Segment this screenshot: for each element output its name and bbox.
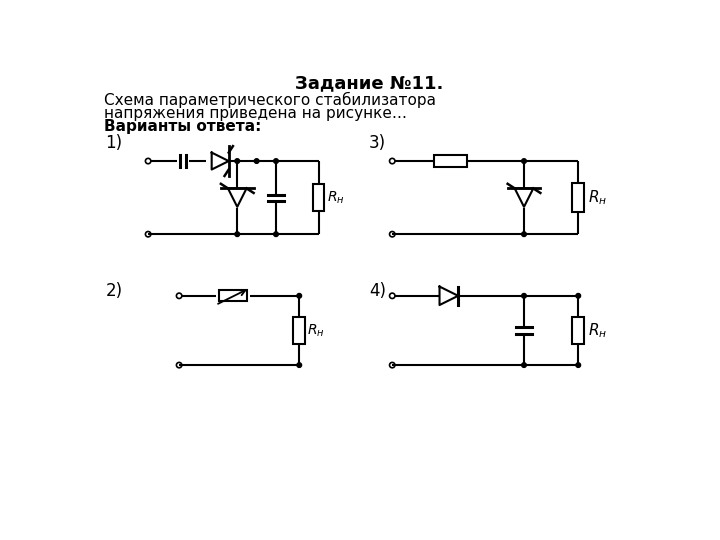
Circle shape [235,232,240,237]
Text: 2): 2) [106,282,122,300]
Circle shape [522,363,526,367]
Circle shape [522,159,526,164]
Circle shape [254,159,259,164]
Circle shape [522,232,526,237]
Bar [572,183,584,212]
Text: Задание №11.: Задание №11. [294,74,444,92]
Text: 4): 4) [369,282,386,300]
Circle shape [274,232,279,237]
Text: $R_н$: $R_н$ [307,322,325,339]
Bar [294,317,305,344]
Bar [220,291,248,301]
Text: $R_н$: $R_н$ [588,321,607,340]
Circle shape [297,363,302,367]
Circle shape [522,294,526,298]
Circle shape [297,294,302,298]
Text: 1): 1) [106,134,122,152]
Bar [312,184,325,211]
Text: Схема параметрического стабилизатора: Схема параметрического стабилизатора [104,92,436,108]
Circle shape [274,159,279,164]
Bar [434,156,467,167]
Text: $R_н$: $R_н$ [327,190,345,206]
Text: $R_н$: $R_н$ [588,188,607,207]
Text: напряжения приведена на рисунке…: напряжения приведена на рисунке… [104,106,407,120]
Circle shape [235,159,240,164]
Circle shape [576,363,580,367]
Text: 3): 3) [369,134,386,152]
Circle shape [576,294,580,298]
Text: Варианты ответа:: Варианты ответа: [104,119,261,134]
Bar [572,317,584,344]
